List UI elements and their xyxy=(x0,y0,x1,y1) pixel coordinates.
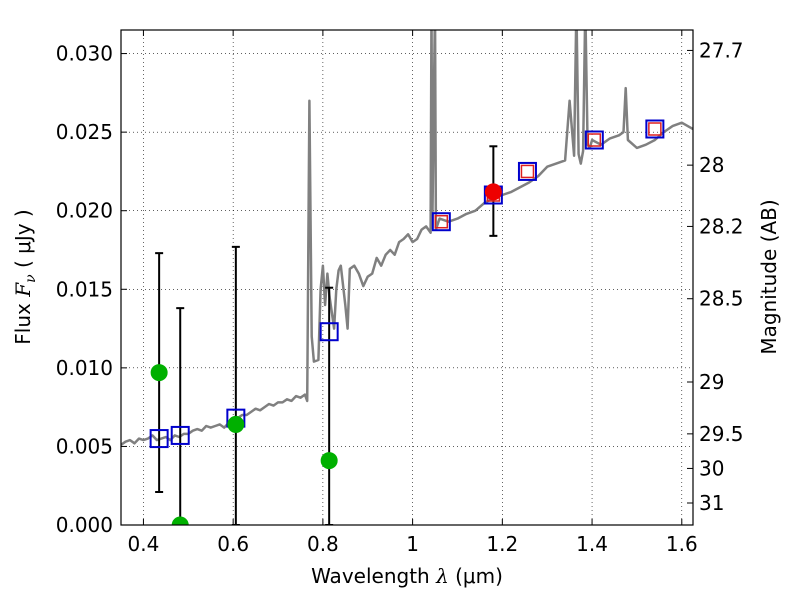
model-photometry-square xyxy=(645,119,665,139)
observed-point xyxy=(484,183,502,201)
y-tick-label: 0.015 xyxy=(56,277,113,301)
model-photometry-inner-square xyxy=(434,214,449,229)
right-tick-label: 28.5 xyxy=(699,287,744,311)
x-tick-label: 1.2 xyxy=(486,532,518,556)
observed-point xyxy=(171,516,189,525)
ticks: 0.4 0.6 0.8 1 1.2 1.4 1.6 0.000 0.005 0.010 0.015 0… xyxy=(56,30,744,556)
right-tick-label: 28 xyxy=(699,153,724,177)
right-tick-label: 28.2 xyxy=(699,214,744,238)
right-tick-label: 29 xyxy=(699,370,724,394)
model-photometry-square xyxy=(431,212,451,232)
model-photometry-inner-square xyxy=(648,122,662,136)
right-tick-label: 30 xyxy=(699,456,724,480)
right-tick-label: 27.7 xyxy=(699,38,744,62)
model-photometry-inner-square xyxy=(587,133,602,147)
right-tick-label: 29.5 xyxy=(699,422,744,446)
right-tick-label: 31 xyxy=(699,491,724,515)
x-tick-label: 0.8 xyxy=(307,532,339,556)
x-tick-label: 0.4 xyxy=(128,532,160,556)
x-tick-label: 1 xyxy=(406,532,419,556)
model-photometry-square xyxy=(319,322,339,342)
grid xyxy=(121,30,693,526)
plot-area xyxy=(121,30,693,525)
observed-point xyxy=(320,452,338,470)
y-tick-label: 0.010 xyxy=(56,356,113,380)
observed-point xyxy=(227,415,245,433)
model-photometry-square xyxy=(517,161,537,181)
y-tick-label: 0.020 xyxy=(56,199,113,223)
axes-frame xyxy=(120,29,694,526)
model-photometry-square xyxy=(584,130,604,150)
right-axis-label: Magnitude (AB) xyxy=(757,199,781,354)
y-tick-label: 0.025 xyxy=(56,120,113,144)
model-photometry-square xyxy=(170,425,190,445)
x-axis-label: Wavelength λ (μm) xyxy=(311,564,503,588)
y-tick-label: 0.000 xyxy=(56,513,113,537)
model-photometry-square xyxy=(149,429,169,449)
y-tick-label: 0.030 xyxy=(56,42,113,66)
y-axis-label: Flux Fν ( μJy ) xyxy=(11,209,39,344)
x-tick-label: 1.6 xyxy=(666,532,698,556)
y-tick-label: 0.005 xyxy=(56,434,113,458)
model-photometry-inner-square xyxy=(520,164,535,179)
x-tick-label: 0.6 xyxy=(217,532,249,556)
spectrum-line xyxy=(121,30,693,446)
observed-point xyxy=(150,364,168,382)
x-tick-label: 1.4 xyxy=(576,532,608,556)
